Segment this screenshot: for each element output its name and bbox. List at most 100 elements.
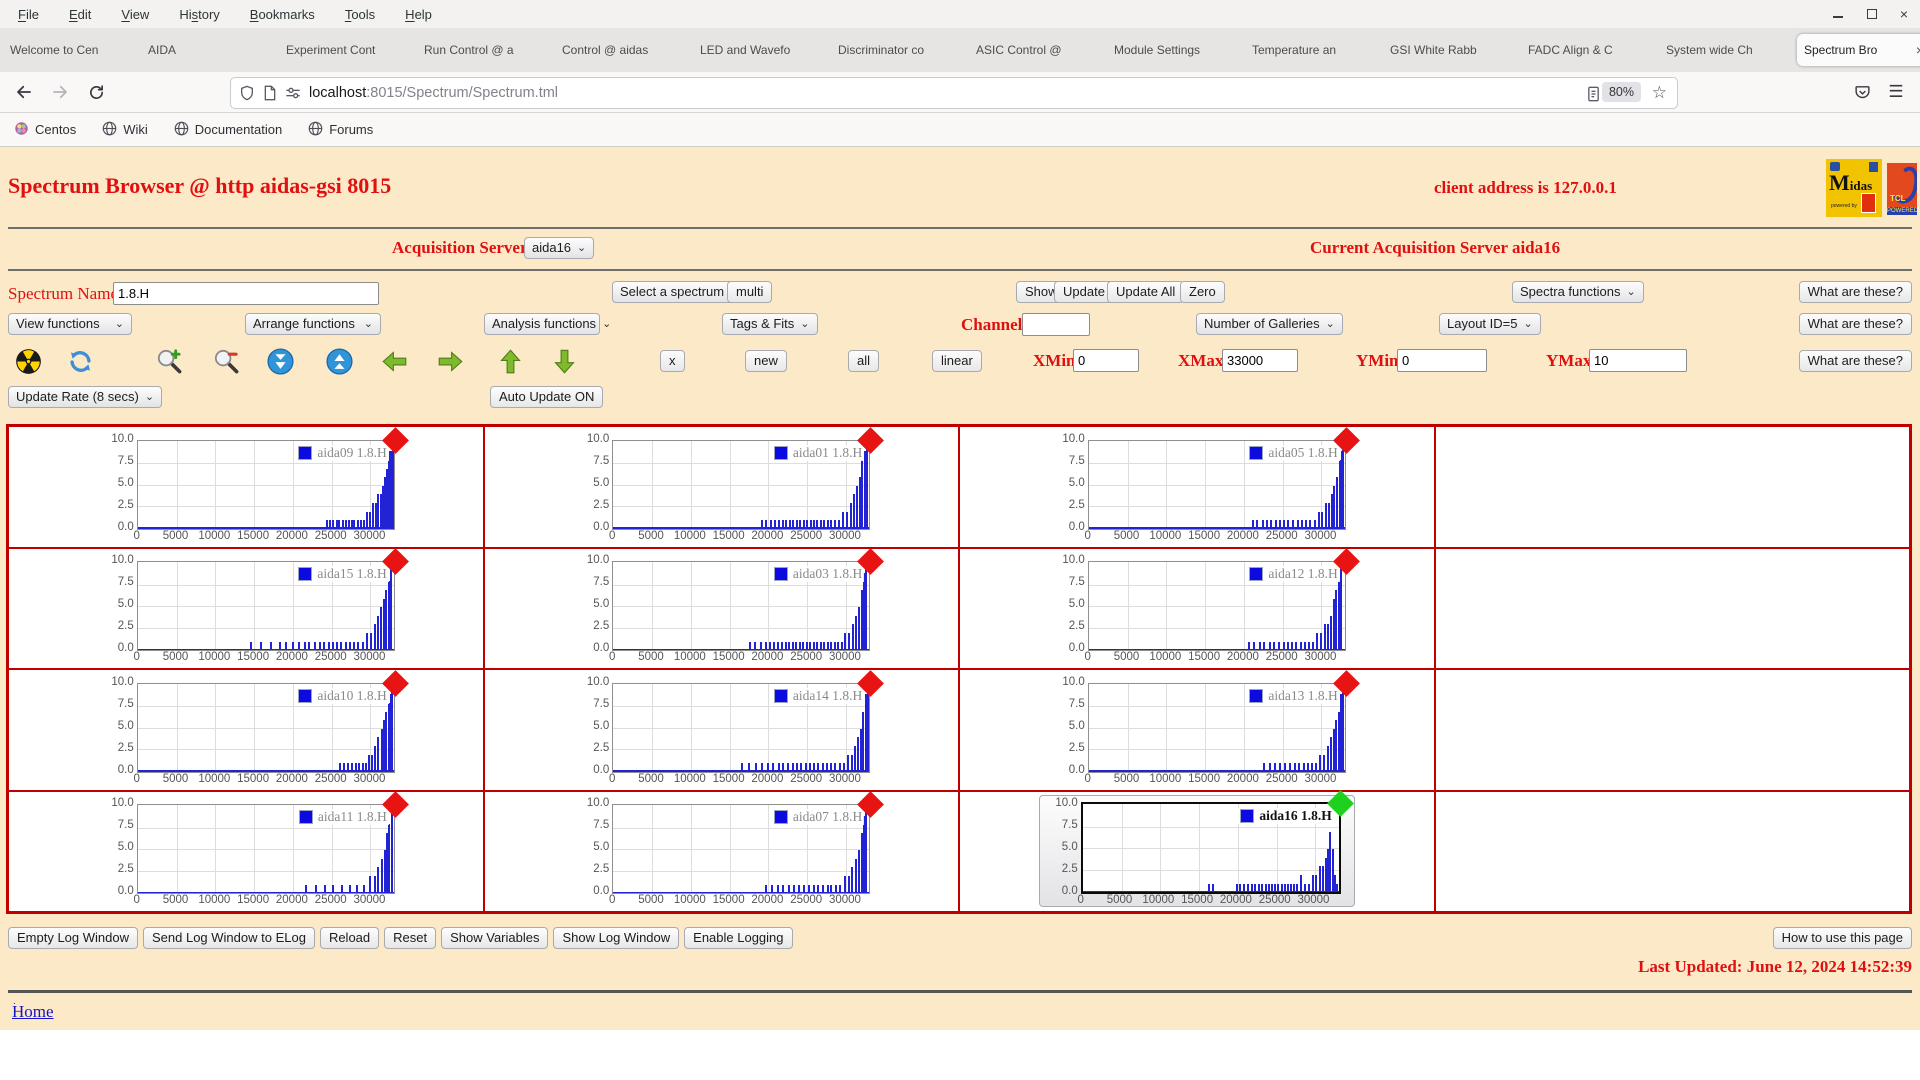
zero-button[interactable]: Zero bbox=[1180, 281, 1225, 303]
spectrum-plot-aida01[interactable]: 0.0 2.5 5.0 7.5 10.0 0 5000 10000 15000 20000 2500… bbox=[571, 426, 885, 542]
spectrum-plot-aida15[interactable]: 0.0 2.5 5.0 7.5 10.0 0 5000 10000 15000 20000 2500… bbox=[96, 548, 409, 663]
select-spectrum-dropdown[interactable]: Select a spectrum⌄ bbox=[612, 281, 748, 303]
radiation-icon[interactable] bbox=[15, 348, 42, 375]
ymin-input[interactable] bbox=[1397, 349, 1487, 372]
arrow-down-icon[interactable] bbox=[551, 348, 578, 375]
reload-button[interactable] bbox=[82, 78, 110, 106]
linear-button[interactable]: linear bbox=[932, 350, 982, 372]
plot-box[interactable]: aida14 1.8.H bbox=[612, 669, 885, 773]
menu-history[interactable]: History bbox=[179, 6, 220, 22]
menu-help[interactable]: Help bbox=[405, 6, 432, 22]
minimize-button[interactable] bbox=[1832, 8, 1844, 20]
bookmark-wiki[interactable]: Wiki bbox=[102, 121, 148, 139]
spectrum-plot-aida11[interactable]: 0.0 2.5 5.0 7.5 10.0 0 5000 10000 15000 20000 2500… bbox=[96, 791, 409, 906]
analysis-functions-dropdown[interactable]: Analysis functions ⌄ bbox=[484, 313, 611, 335]
what-are-these-button-2[interactable]: What are these? bbox=[1798, 313, 1912, 335]
tab-discriminator-co[interactable]: Discriminator co bbox=[831, 34, 967, 66]
plot-box[interactable]: aida16 1.8.H bbox=[1080, 790, 1354, 895]
tab-fadc-align-c[interactable]: FADC Align & C bbox=[1521, 34, 1657, 66]
tags-fits-dropdown[interactable]: Tags & Fits ⌄ bbox=[722, 313, 818, 335]
home-link[interactable]: Home bbox=[12, 1002, 54, 1021]
spectrum-plot-aida03[interactable]: 0.0 2.5 5.0 7.5 10.0 0 5000 10000 15000 20000 2500… bbox=[571, 548, 885, 663]
update-all-button[interactable]: Update All bbox=[1107, 281, 1185, 303]
auto-update-button[interactable]: Auto Update ON bbox=[490, 386, 604, 408]
plot-box[interactable]: aida07 1.8.H bbox=[612, 791, 885, 895]
menu-tools[interactable]: Tools bbox=[344, 6, 376, 22]
acquisition-server-select[interactable]: aida16 ⌄ bbox=[524, 237, 595, 259]
plot-box[interactable]: aida03 1.8.H bbox=[612, 548, 885, 652]
tab-temperature-an[interactable]: Temperature an bbox=[1245, 34, 1381, 66]
spectrum-plot-aida10[interactable]: 0.0 2.5 5.0 7.5 10.0 0 5000 10000 15000 20000 2500… bbox=[96, 669, 409, 785]
number-of-galleries-dropdown[interactable]: Number of Galleries ⌄ bbox=[1196, 313, 1343, 335]
spectrum-plot-aida14[interactable]: 0.0 2.5 5.0 7.5 10.0 0 5000 10000 15000 20000 2500… bbox=[571, 669, 885, 785]
menu-view[interactable]: View bbox=[121, 6, 150, 22]
enable-logging-button[interactable]: Enable Logging bbox=[684, 927, 793, 949]
what-are-these-button-3[interactable]: What are these? bbox=[1798, 350, 1912, 372]
close-window-button[interactable]: × bbox=[1899, 6, 1908, 22]
x-button[interactable]: x bbox=[660, 350, 685, 372]
plot-box[interactable]: aida15 1.8.H bbox=[136, 548, 409, 652]
spectrum-plot-aida07[interactable]: 0.0 2.5 5.0 7.5 10.0 0 5000 10000 15000 20000 2500… bbox=[571, 791, 885, 906]
zoom-in-icon[interactable] bbox=[156, 348, 183, 375]
layout-id-dropdown[interactable]: Layout ID=5 ⌄ bbox=[1439, 313, 1541, 335]
plot-box[interactable]: aida12 1.8.H bbox=[1087, 548, 1360, 652]
menu-edit[interactable]: Edit bbox=[68, 6, 92, 22]
menu-bookmarks[interactable]: Bookmarks bbox=[249, 6, 315, 22]
back-button[interactable] bbox=[10, 78, 38, 106]
spectrum-plot-aida09[interactable]: 0.0 2.5 5.0 7.5 10.0 0 5000 10000 15000 20000 2500… bbox=[96, 426, 409, 542]
tab-close-icon[interactable]: × bbox=[1915, 42, 1920, 58]
new-button[interactable]: new bbox=[745, 350, 787, 372]
forward-button[interactable] bbox=[46, 78, 74, 106]
all-button[interactable]: all bbox=[848, 350, 880, 372]
url-bar[interactable]: localhost:8015/Spectrum/Spectrum.tml 80%… bbox=[230, 77, 1678, 109]
zoom-level-badge[interactable]: 80% bbox=[1601, 82, 1641, 102]
reset-button[interactable]: Reset bbox=[384, 927, 437, 949]
show-variables-button[interactable]: Show Variables bbox=[441, 927, 549, 949]
channel-input[interactable] bbox=[1022, 313, 1090, 336]
spectrum-plot-aida12[interactable]: 0.0 2.5 5.0 7.5 10.0 0 5000 10000 15000 20000 2500… bbox=[1047, 548, 1360, 663]
tab-run-control-a[interactable]: Run Control @ a bbox=[417, 34, 553, 66]
bookmark-documentation[interactable]: Documentation bbox=[174, 121, 282, 139]
xmax-input[interactable] bbox=[1222, 349, 1298, 372]
view-functions-dropdown[interactable]: View functions ⌄ bbox=[8, 313, 132, 335]
tab-gsi-white-rabb[interactable]: GSI White Rabb bbox=[1383, 34, 1519, 66]
arrow-up-icon[interactable] bbox=[497, 348, 524, 375]
arrange-functions-dropdown[interactable]: Arrange functions ⌄ bbox=[245, 313, 381, 335]
url-text[interactable]: localhost:8015/Spectrum/Spectrum.tml bbox=[309, 85, 559, 101]
tab-led-and-wavefo[interactable]: LED and Wavefo bbox=[693, 34, 829, 66]
reader-mode-icon[interactable] bbox=[1586, 86, 1601, 107]
tab-module-settings[interactable]: Module Settings bbox=[1107, 34, 1243, 66]
page-info-icon[interactable] bbox=[263, 85, 277, 101]
refresh-icon[interactable] bbox=[67, 348, 94, 375]
expand-vertical-icon[interactable] bbox=[326, 348, 353, 375]
bookmark-star-icon[interactable]: ☆ bbox=[1651, 83, 1667, 102]
bookmark-centos[interactable]: Centos bbox=[14, 121, 76, 139]
permissions-icon[interactable] bbox=[285, 86, 301, 100]
bookmark-forums[interactable]: Forums bbox=[308, 121, 373, 139]
tab-aida[interactable]: AIDA bbox=[141, 34, 277, 66]
update-rate-dropdown[interactable]: Update Rate (8 secs) ⌄ bbox=[8, 386, 163, 408]
hamburger-menu-icon[interactable]: ☰ bbox=[1888, 82, 1904, 101]
plot-box[interactable]: aida10 1.8.H bbox=[136, 669, 409, 773]
pocket-icon[interactable] bbox=[1848, 78, 1876, 106]
spectrum-plot-aida13[interactable]: 0.0 2.5 5.0 7.5 10.0 0 5000 10000 15000 20000 2500… bbox=[1047, 669, 1360, 785]
show-log-window-button[interactable]: Show Log Window bbox=[553, 927, 680, 949]
ymax-input[interactable] bbox=[1589, 349, 1687, 372]
send-log-window-to-elog-button[interactable]: Send Log Window to ELog bbox=[143, 927, 315, 949]
tab-experiment-cont[interactable]: Experiment Cont bbox=[279, 34, 415, 66]
spectra-functions-dropdown[interactable]: Spectra functions ⌄ bbox=[1512, 281, 1644, 303]
spectrum-plot-aida05[interactable]: 0.0 2.5 5.0 7.5 10.0 0 5000 10000 15000 20000 2500… bbox=[1047, 426, 1360, 542]
plot-box[interactable]: aida09 1.8.H bbox=[136, 426, 409, 530]
spectrum-name-input[interactable] bbox=[113, 282, 379, 305]
collapse-vertical-icon[interactable] bbox=[267, 348, 294, 375]
what-are-these-button-1[interactable]: What are these? bbox=[1798, 281, 1912, 303]
arrow-right-icon[interactable] bbox=[437, 348, 464, 375]
reload-button[interactable]: Reload bbox=[319, 927, 380, 949]
shield-icon[interactable] bbox=[239, 85, 255, 101]
plot-box[interactable]: aida01 1.8.H bbox=[612, 426, 885, 530]
tab-spectrum-bro[interactable]: Spectrum Bro × bbox=[1797, 34, 1920, 66]
tab-welcome-to-cen[interactable]: Welcome to Cen bbox=[3, 34, 139, 66]
zoom-out-icon[interactable] bbox=[213, 348, 240, 375]
plot-box[interactable]: aida05 1.8.H bbox=[1087, 426, 1360, 530]
maximize-button[interactable] bbox=[1866, 8, 1878, 20]
